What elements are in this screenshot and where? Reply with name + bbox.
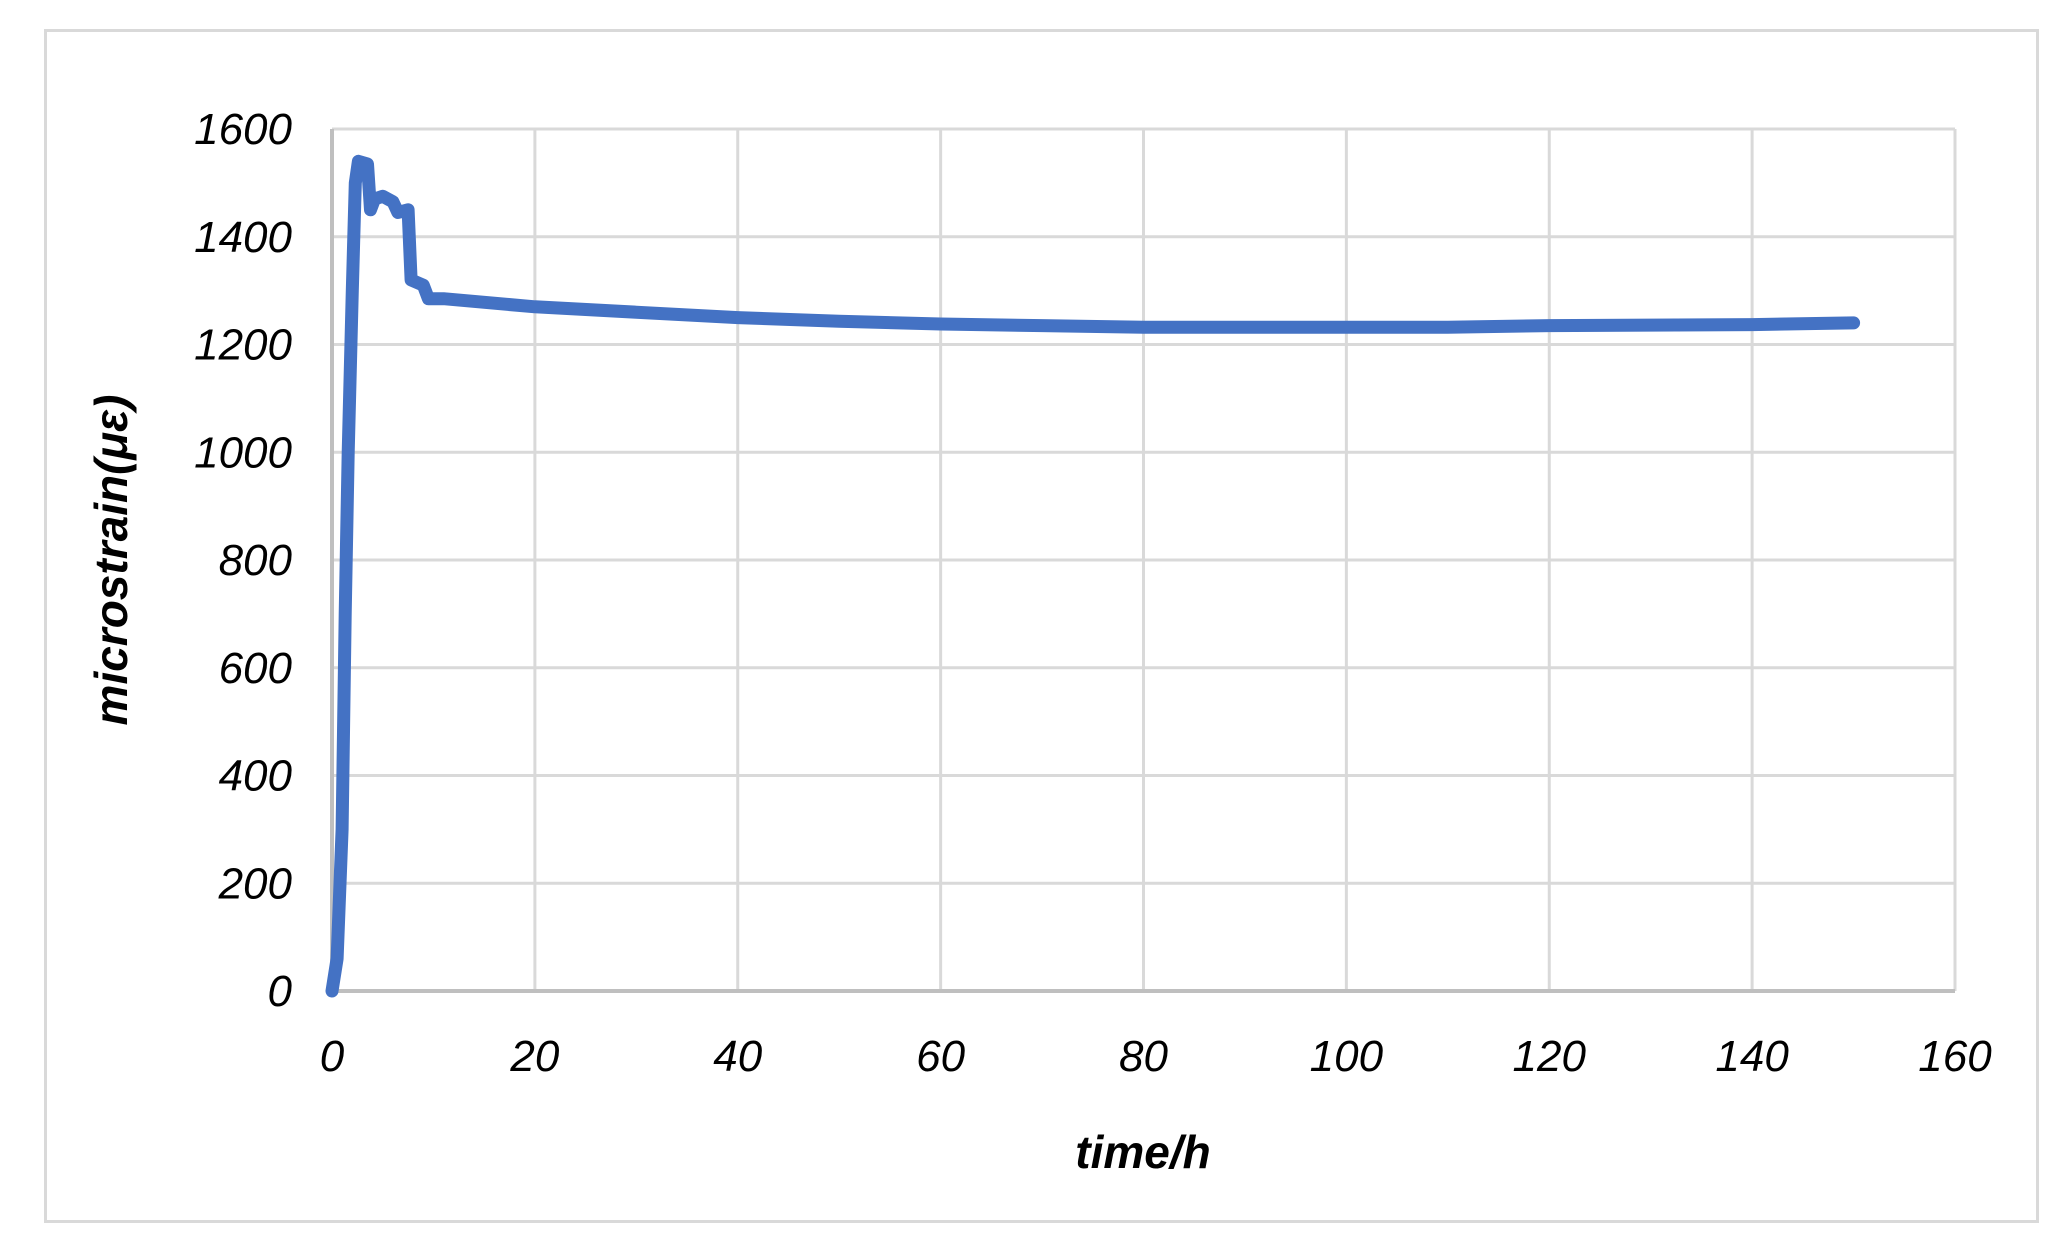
x-tick-label: 160 [1918, 1032, 1992, 1081]
y-tick-labels: 0 200 400 600 800 1000 1200 1400 1600 [194, 105, 292, 1016]
x-tick-label: 120 [1513, 1032, 1587, 1081]
y-tick-label: 1600 [194, 105, 292, 154]
y-tick-label: 1400 [194, 213, 292, 262]
y-tick-label: 200 [218, 859, 293, 908]
x-tick-label: 0 [320, 1032, 345, 1081]
x-tick-label: 20 [509, 1032, 559, 1081]
x-tick-labels: 0 20 40 60 80 100 120 140 160 [320, 1032, 1992, 1081]
y-tick-label: 800 [219, 536, 293, 585]
series-lines [325, 154, 1861, 998]
y-tick-label: 1200 [194, 321, 292, 370]
y-tick-label: 1000 [194, 428, 292, 477]
x-tick-label: 80 [1119, 1032, 1168, 1081]
series-line-microstrain [325, 154, 1861, 998]
chart-frame [44, 29, 2039, 1223]
y-tick-label: 0 [268, 967, 293, 1016]
x-tick-label: 60 [916, 1032, 965, 1081]
x-tick-label: 100 [1310, 1032, 1384, 1081]
x-axis-title: time/h [1075, 1126, 1210, 1178]
y-axis-title: microstrain(με) [85, 395, 137, 726]
y-tick-label: 600 [219, 644, 293, 693]
x-tick-label: 40 [713, 1032, 762, 1081]
gridlines [330, 127, 1957, 993]
x-tick-label: 140 [1715, 1032, 1789, 1081]
y-tick-label: 400 [219, 752, 293, 801]
